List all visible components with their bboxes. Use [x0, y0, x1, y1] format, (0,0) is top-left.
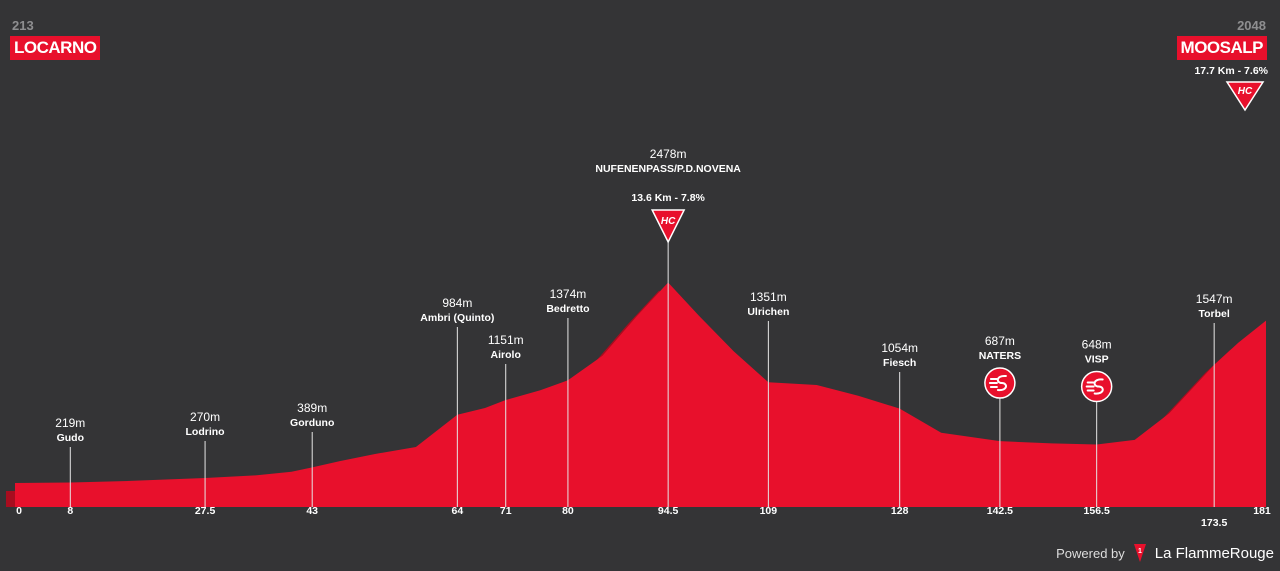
km-tick-label: 173.5 [1201, 517, 1227, 529]
profile-fill-layer [15, 282, 1266, 507]
waypoint-altitude: 984m [442, 296, 472, 310]
waypoint-name: Lodrino [186, 426, 225, 438]
hc-category-icon: HC [1225, 81, 1265, 112]
waypoint-labels-layer: 219m Gudo 270m Lodrino 389m Gorduno 984m Ambri … [55, 147, 1232, 444]
waypoint-name: VISP [1085, 354, 1109, 366]
km-ticks-layer: 0 8 27.5 43 64 71 80 94.5 109 128 142.5 156.5 173.5 1… [16, 505, 1271, 529]
waypoint-altitude: 687m [985, 334, 1015, 348]
start-name-badge: LOCARNO [10, 36, 101, 60]
waypoint-name: NATERS [979, 350, 1021, 362]
waypoint-altitude: 648m [1082, 338, 1112, 352]
footer: Powered by 1 La FlammeRouge [1056, 543, 1274, 563]
km-tick-label: 109 [760, 505, 778, 517]
sprint-icon [1080, 370, 1113, 403]
sprint-glyph [988, 375, 1007, 392]
brand-name: La FlammeRouge [1154, 544, 1274, 562]
hc-category-icon: HC [650, 209, 686, 244]
waypoint-altitude: 1547m [1196, 292, 1233, 306]
km-tick-label: 8 [67, 505, 73, 517]
waypoint-altitude: 1151m [488, 333, 524, 347]
waypoint-name: Airolo [491, 349, 521, 361]
waypoint-altitude: 1054m [881, 341, 918, 355]
waypoint-name: Gudo [57, 432, 84, 444]
waypoint-name: Gorduno [290, 417, 334, 429]
waypoint-name: NUFENENPASS/P.D.NOVENA [595, 163, 741, 175]
km-tick-label: 94.5 [658, 505, 679, 517]
sprint-glyph [1085, 378, 1104, 395]
km-tick-label: 156.5 [1084, 505, 1110, 517]
waypoint-climb-stats: 13.6 Km - 7.8% [631, 192, 705, 204]
waypoint-altitude: 389m [297, 401, 327, 415]
km-tick-label: 27.5 [195, 505, 216, 517]
waypoint-name: Fiesch [883, 357, 916, 369]
waypoint-altitude: 219m [55, 416, 85, 430]
powered-by-text: Powered by [1056, 545, 1125, 561]
waypoint-name: Ambri (Quinto) [420, 312, 494, 324]
flamme-rouge-logo-icon: 1 [1133, 544, 1146, 562]
svg-text:1: 1 [1138, 548, 1142, 555]
hc-category-label: HC [661, 216, 676, 227]
hc-triangle [650, 209, 686, 244]
waypoint-altitude: 270m [190, 410, 220, 424]
waypoint-name: Ulrichen [747, 306, 789, 318]
km-tick-label: 80 [562, 505, 574, 517]
km-tick-label: 64 [451, 505, 463, 517]
km-tick-label: 128 [891, 505, 909, 517]
waypoint-altitude: 2478m [650, 147, 687, 161]
finish-altitude: 2048 [1237, 18, 1266, 33]
waypoint-lines-layer [69, 242, 1215, 507]
waypoint-name: Bedretto [546, 303, 589, 315]
finish-category-label: HC [1238, 86, 1253, 97]
waypoint-name: Torbel [1199, 308, 1230, 320]
km-tick-label: 43 [306, 505, 318, 517]
km-tick-label: 181 [1253, 505, 1271, 517]
km-tick-label: 0 [16, 505, 22, 517]
sprint-icon [984, 367, 1016, 399]
finish-name-badge: MOOSALP [1176, 36, 1267, 60]
profile-area [15, 282, 1266, 507]
start-altitude: 213 [12, 18, 34, 33]
waypoint-altitude: 1374m [550, 287, 587, 301]
km-tick-label: 71 [500, 505, 512, 517]
finish-climb-stats: 17.7 Km - 7.6% [1194, 65, 1268, 77]
waypoint-altitude: 1351m [750, 290, 787, 304]
km-tick-label: 142.5 [987, 505, 1013, 517]
